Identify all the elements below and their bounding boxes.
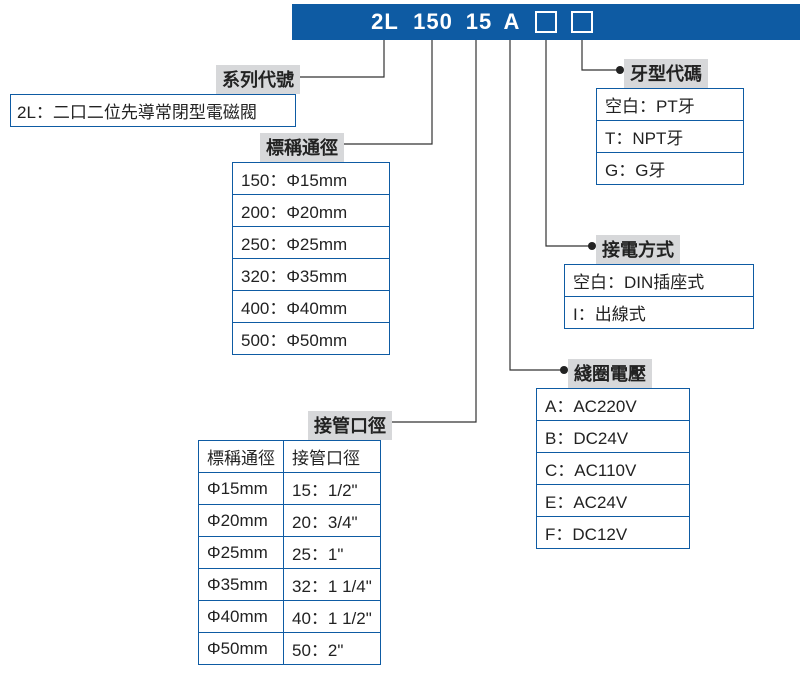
table-cell: 50：2" [284,633,381,665]
table-port-size: 標稱通徑接管口徑Φ15mm15：1/2"Φ20mm20：3/4"Φ25mm25：… [198,440,381,665]
connector-dot [588,242,596,250]
table-header: 標稱通徑 [199,441,284,473]
list-row: B：DC24V [537,421,689,453]
list-wiring: 空白：DIN插座式I：出線式 [564,264,754,329]
label-coil-voltage: 綫圈電壓 [568,359,652,388]
placeholder-box-icon [571,11,593,33]
table-header: 接管口徑 [284,441,381,473]
table-cell: 40：1 1/2" [284,601,381,633]
table-cell: 32：1 1/4" [284,569,381,601]
leader-line [546,40,592,246]
series-value: 2L：二口二位先導常閉型電磁閥 [10,94,296,127]
label-wiring: 接電方式 [596,235,680,264]
leader-line [340,40,432,144]
list-row: 200：Φ20mm [233,195,389,227]
table-row: Φ20mm20：3/4" [199,505,381,537]
header-seg-1: 150 [408,4,458,40]
list-row: 320：Φ35mm [233,259,389,291]
table-cell: Φ40mm [199,601,284,633]
list-row: G：G牙 [597,153,743,184]
list-row: F：DC12V [537,517,689,548]
table-cell: Φ20mm [199,505,284,537]
list-row: 空白：DIN插座式 [565,265,753,297]
header-seg-2: 15 [462,4,496,40]
label-thread: 牙型代碼 [624,59,708,88]
table-row: Φ40mm40：1 1/2" [199,601,381,633]
list-row: 400：Φ40mm [233,291,389,323]
list-row: 250：Φ25mm [233,227,389,259]
leader-line [510,40,564,370]
list-row: I：出線式 [565,297,753,328]
table-cell: Φ50mm [199,633,284,665]
table-row: Φ15mm15：1/2" [199,473,381,505]
table-row: Φ25mm25：1" [199,537,381,569]
list-row: T：NPT牙 [597,121,743,153]
list-row: E：AC24V [537,485,689,517]
label-series: 系列代號 [216,65,300,94]
placeholder-box-icon [535,11,557,33]
list-row: A：AC220V [537,389,689,421]
list-row: C：AC110V [537,453,689,485]
list-thread: 空白：PT牙T：NPT牙G：G牙 [596,88,744,185]
label-nominal-dia: 標稱通徑 [260,133,344,162]
list-row: 500：Φ50mm [233,323,389,354]
list-coil-voltage: A：AC220VB：DC24VC：AC110VE：AC24VF：DC12V [536,388,690,549]
list-row: 空白：PT牙 [597,89,743,121]
leader-line [388,40,476,422]
leader-line [296,40,384,77]
table-cell: Φ25mm [199,537,284,569]
label-port-size: 接管口徑 [308,411,392,440]
header-seg-0: 2L [364,4,406,40]
table-cell: Φ35mm [199,569,284,601]
table-cell: 15：1/2" [284,473,381,505]
connector-dot [616,66,624,74]
connector-dot [560,366,568,374]
leader-line [582,40,620,70]
diagram-stage: { "colors": { "header_bg": "#0e5ba3", "h… [0,0,800,679]
table-cell: 25：1" [284,537,381,569]
table-cell: Φ15mm [199,473,284,505]
header-placeholder-0 [532,4,560,40]
table-cell: 20：3/4" [284,505,381,537]
list-nominal-dia: 150：Φ15mm200：Φ20mm250：Φ25mm320：Φ35mm400：… [232,162,390,355]
table-row: Φ35mm32：1 1/4" [199,569,381,601]
list-row: 150：Φ15mm [233,163,389,195]
header-placeholder-1 [568,4,596,40]
table-row: Φ50mm50：2" [199,633,381,665]
header-seg-3: A [500,4,524,40]
